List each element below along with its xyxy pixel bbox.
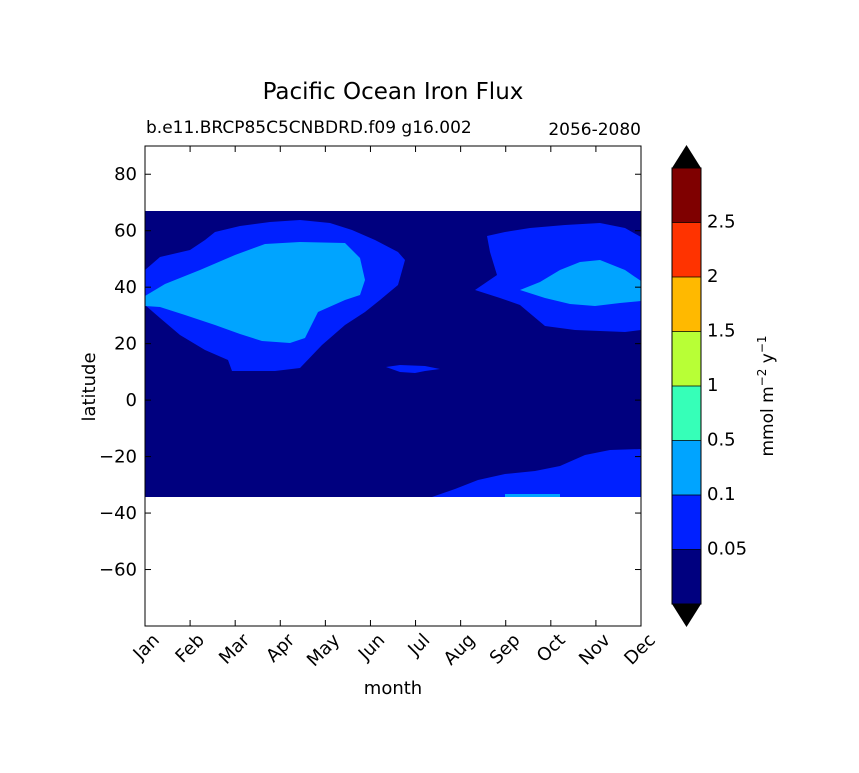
x-tick-label: Dec	[620, 630, 659, 669]
colorbar-label-mid: y	[758, 353, 778, 368]
colorbar-segment	[672, 277, 701, 332]
y-tick-label: 40	[114, 277, 137, 298]
colorbar-extend-top	[672, 145, 701, 168]
x-tick-label: Jan	[129, 630, 164, 665]
y-tick-label: −20	[99, 447, 137, 468]
colorbar-tick-label: 0.1	[707, 484, 736, 505]
contour-region-north-autumn-mid	[520, 260, 641, 306]
y-axis: 80 60 40 20 0 −20 −40 −60	[99, 164, 641, 581]
chart-subtitle-right: 2056-2080	[548, 120, 641, 140]
colorbar-tick-label: 1	[707, 375, 718, 396]
colorbar-tick-label: 2.5	[707, 212, 736, 233]
x-tick-label: Nov	[575, 630, 615, 670]
colorbar-segment	[672, 495, 701, 550]
x-tick-label: Feb	[172, 630, 209, 667]
x-tick-label: Mar	[215, 629, 254, 668]
y-tick-label: 20	[114, 334, 137, 355]
colorbar-tick-label: 0.05	[707, 539, 747, 560]
y-tick-label: −60	[99, 560, 137, 581]
x-tick-label: Oct	[533, 630, 570, 667]
x-tick-label: May	[303, 630, 344, 671]
colorbar: 0.05 0.1 0.5 1 1.5 2 2.5	[671, 145, 747, 627]
contour-region-south-autumn-low	[432, 449, 641, 497]
colorbar-tick-label: 2	[707, 266, 718, 287]
colorbar-segment	[672, 440, 701, 495]
x-axis-label: month	[364, 678, 422, 699]
colorbar-label-exp1: −2	[755, 369, 769, 387]
y-axis-label: latitude	[79, 352, 100, 421]
colorbar-segment	[672, 386, 701, 441]
colorbar-label: mmol m−2 y−1	[755, 335, 778, 456]
contour-fill	[145, 211, 641, 497]
colorbar-segment	[672, 331, 701, 386]
y-tick-label: 60	[114, 221, 137, 242]
y-tick-label: −40	[99, 503, 137, 524]
colorbar-tick-label: 1.5	[707, 321, 736, 342]
x-tick-label: Sep	[486, 630, 525, 669]
plot-frame	[144, 145, 642, 627]
colorbar-tick-label: 0.5	[707, 430, 736, 451]
plot-area	[144, 145, 642, 627]
colorbar-label-exp2: −1	[755, 335, 769, 353]
contour-region-equatorial-patch	[386, 365, 440, 373]
colorbar-segment	[672, 222, 701, 277]
colorbar-label-main: mmol m	[758, 386, 778, 456]
x-tick-label: Jun	[354, 630, 389, 665]
contour-region-south-sliver	[505, 494, 560, 497]
colorbar-segment	[672, 549, 701, 604]
y-tick-label: 0	[126, 390, 137, 411]
y-tick-label: 80	[114, 164, 137, 185]
chart-title: Pacific Ocean Iron Flux	[263, 79, 524, 105]
chart-subtitle-left: b.e11.BRCP85C5CNBDRD.f09 g16.002	[146, 118, 472, 138]
colorbar-segment	[672, 168, 701, 223]
x-tick-label: Apr	[262, 629, 299, 666]
x-tick-label: Jul	[403, 630, 434, 661]
x-tick-label: Aug	[440, 630, 480, 670]
colorbar-extend-bottom	[672, 604, 701, 627]
contour-region-north-spring-mid	[145, 242, 365, 343]
